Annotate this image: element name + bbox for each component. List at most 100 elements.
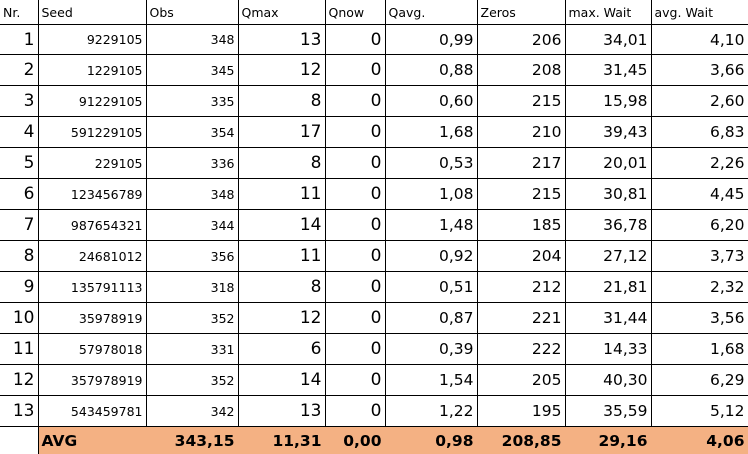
cell-max-wait: 39,43 (565, 117, 651, 148)
cell-nr: 7 (0, 210, 38, 241)
cell-qavg: 0,87 (385, 303, 477, 334)
cell-zeros: 185 (477, 210, 565, 241)
summary-zeros: 208,85 (477, 427, 565, 454)
cell-obs: 345 (146, 55, 238, 86)
cell-qmax: 12 (238, 303, 325, 334)
header-row: Nr. Seed Obs Qmax Qnow Qavg. Zeros max. … (0, 0, 748, 25)
cell-qavg: 1,48 (385, 210, 477, 241)
cell-qnow: 0 (325, 365, 385, 396)
cell-zeros: 212 (477, 272, 565, 303)
cell-qavg: 0,88 (385, 55, 477, 86)
cell-seed: 9229105 (38, 25, 146, 55)
cell-obs: 335 (146, 86, 238, 117)
cell-seed: 357978919 (38, 365, 146, 396)
cell-avg-wait: 1,68 (651, 334, 748, 365)
cell-avg-wait: 6,29 (651, 365, 748, 396)
cell-nr: 5 (0, 148, 38, 179)
summary-obs: 343,15 (146, 427, 238, 454)
cell-qnow: 0 (325, 241, 385, 272)
cell-seed: 987654321 (38, 210, 146, 241)
cell-max-wait: 34,01 (565, 25, 651, 55)
cell-nr: 1 (0, 25, 38, 55)
cell-seed: 123456789 (38, 179, 146, 210)
cell-qmax: 13 (238, 25, 325, 55)
cell-qmax: 17 (238, 117, 325, 148)
cell-avg-wait: 2,26 (651, 148, 748, 179)
cell-avg-wait: 3,56 (651, 303, 748, 334)
cell-qmax: 8 (238, 86, 325, 117)
cell-avg-wait: 4,10 (651, 25, 748, 55)
cell-seed: 543459781 (38, 396, 146, 427)
cell-zeros: 215 (477, 179, 565, 210)
cell-zeros: 222 (477, 334, 565, 365)
cell-qmax: 13 (238, 396, 325, 427)
cell-qavg: 0,39 (385, 334, 477, 365)
cell-qmax: 8 (238, 272, 325, 303)
cell-nr: 4 (0, 117, 38, 148)
cell-avg-wait: 3,66 (651, 55, 748, 86)
cell-qavg: 0,92 (385, 241, 477, 272)
cell-max-wait: 21,81 (565, 272, 651, 303)
summary-nr-cell (0, 427, 38, 454)
cell-seed: 1229105 (38, 55, 146, 86)
cell-nr: 11 (0, 334, 38, 365)
cell-obs: 318 (146, 272, 238, 303)
cell-max-wait: 31,44 (565, 303, 651, 334)
cell-obs: 352 (146, 365, 238, 396)
cell-obs: 342 (146, 396, 238, 427)
cell-qavg: 0,99 (385, 25, 477, 55)
cell-qnow: 0 (325, 179, 385, 210)
cell-max-wait: 31,45 (565, 55, 651, 86)
cell-zeros: 208 (477, 55, 565, 86)
cell-zeros: 204 (477, 241, 565, 272)
cell-obs: 348 (146, 179, 238, 210)
cell-nr: 8 (0, 241, 38, 272)
cell-qnow: 0 (325, 55, 385, 86)
cell-max-wait: 35,59 (565, 396, 651, 427)
cell-qnow: 0 (325, 210, 385, 241)
cell-qavg: 0,53 (385, 148, 477, 179)
cell-nr: 6 (0, 179, 38, 210)
cell-avg-wait: 2,60 (651, 86, 748, 117)
cell-avg-wait: 5,12 (651, 396, 748, 427)
cell-max-wait: 20,01 (565, 148, 651, 179)
summary-qmax: 11,31 (238, 427, 325, 454)
cell-zeros: 206 (477, 25, 565, 55)
cell-nr: 9 (0, 272, 38, 303)
cell-qnow: 0 (325, 117, 385, 148)
cell-zeros: 217 (477, 148, 565, 179)
cell-max-wait: 36,78 (565, 210, 651, 241)
summary-qnow: 0,00 (325, 427, 385, 454)
cell-zeros: 221 (477, 303, 565, 334)
cell-qnow: 0 (325, 272, 385, 303)
cell-qmax: 11 (238, 179, 325, 210)
cell-max-wait: 27,12 (565, 241, 651, 272)
cell-nr: 3 (0, 86, 38, 117)
cell-nr: 12 (0, 365, 38, 396)
cell-nr: 10 (0, 303, 38, 334)
cell-qavg: 1,08 (385, 179, 477, 210)
cell-qavg: 0,51 (385, 272, 477, 303)
cell-qmax: 8 (238, 148, 325, 179)
cell-qnow: 0 (325, 334, 385, 365)
cell-qnow: 0 (325, 148, 385, 179)
cell-qmax: 14 (238, 210, 325, 241)
cell-obs: 348 (146, 25, 238, 55)
summary-qavg: 0,98 (385, 427, 477, 454)
cell-seed: 591229105 (38, 117, 146, 148)
cell-max-wait: 14,33 (565, 334, 651, 365)
cell-obs: 352 (146, 303, 238, 334)
cell-avg-wait: 4,45 (651, 179, 748, 210)
header-zeros: Zeros (477, 0, 565, 25)
cell-avg-wait: 6,83 (651, 117, 748, 148)
